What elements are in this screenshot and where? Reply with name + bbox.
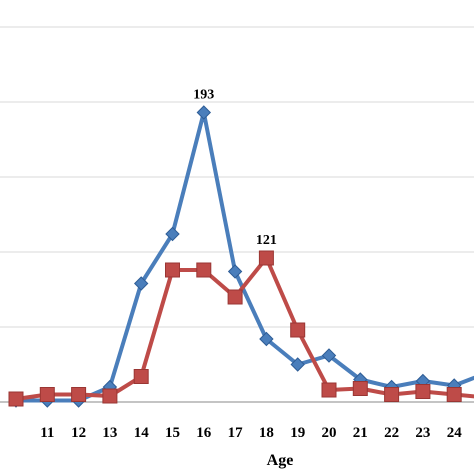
data-point	[39, 387, 55, 402]
data-point	[258, 250, 274, 266]
data-point	[384, 387, 400, 402]
series-group	[8, 105, 474, 408]
series-line	[16, 110, 474, 403]
x-tick-label: 22	[384, 425, 399, 441]
x-tick-label: 12	[71, 425, 86, 441]
x-tick-label: 21	[353, 425, 368, 441]
data-labels: 193 121	[193, 88, 277, 249]
x-tick-labels: 11121314151617181920212223242526	[40, 425, 463, 441]
x-tick-label: 24	[447, 425, 463, 441]
data-point	[321, 348, 337, 363]
x-tick-label: 13	[102, 425, 117, 441]
data-point	[290, 357, 305, 372]
data-point	[165, 226, 180, 242]
data-point	[321, 382, 337, 398]
x-axis-label: Age	[267, 452, 294, 469]
x-tick-label: 11	[40, 425, 54, 441]
x-tick-label: 18	[259, 425, 274, 441]
x-tick-label: 15	[165, 425, 180, 441]
data-label: 121	[256, 233, 277, 248]
x-tick-label: 19	[290, 425, 305, 441]
data-point	[165, 262, 180, 278]
data-label: 193	[193, 88, 214, 103]
gridlines	[0, 26, 474, 328]
data-point	[415, 384, 431, 399]
data-point	[227, 264, 243, 279]
data-point	[259, 331, 274, 347]
data-point	[227, 289, 243, 305]
data-point	[71, 387, 87, 402]
x-tick-label: 17	[228, 425, 244, 441]
data-point	[133, 276, 149, 291]
x-tick-label: 16	[196, 425, 212, 441]
series-line	[15, 256, 474, 401]
data-point	[8, 391, 24, 407]
data-point	[196, 105, 212, 120]
data-point	[352, 381, 368, 396]
data-point	[133, 369, 149, 384]
data-point	[290, 322, 306, 338]
x-tick-label: 20	[322, 425, 337, 441]
data-point	[446, 387, 462, 402]
x-tick-label: 14	[134, 425, 150, 441]
data-point	[102, 388, 118, 404]
data-point	[196, 262, 212, 278]
x-tick-label: 23	[415, 425, 430, 441]
